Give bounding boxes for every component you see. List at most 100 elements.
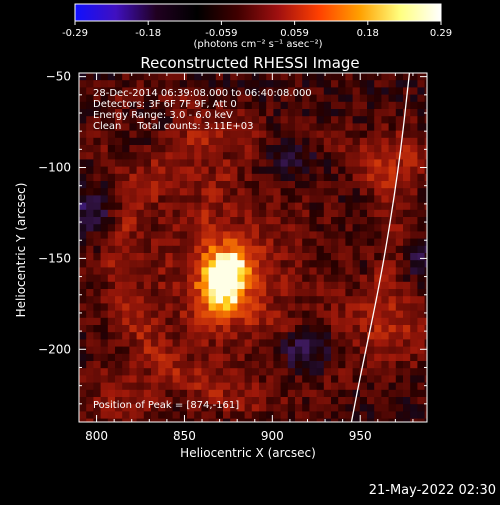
heatmap-cell [266,274,274,283]
heatmap-cell [223,375,231,383]
heatmap-cell [93,260,101,268]
heatmap-cell [244,80,253,88]
heatmap-cell [223,224,231,232]
heatmap-cell [403,217,411,225]
heatmap-cell [93,325,101,333]
heatmap-cell [259,217,267,225]
heatmap-cell [165,317,173,326]
heatmap-cell [215,310,224,319]
heatmap-cell [158,217,166,225]
heatmap-cell [107,217,116,225]
heatmap-cell [165,397,173,405]
heatmap-cell [273,346,281,355]
heatmap-cell [309,317,317,326]
heatmap-cell [395,361,404,369]
heatmap-cell [287,325,296,333]
heatmap-cell [208,202,217,211]
heatmap-cell [259,389,267,398]
heatmap-cell [266,116,274,124]
heatmap-cell [129,181,137,189]
colorbar-tick-label: 0.29 [430,28,452,39]
heatmap-cell [287,195,296,203]
heatmap-cell [388,188,397,196]
heatmap-cell [280,361,289,369]
heatmap-cell [266,353,274,362]
heatmap-cell [115,361,123,369]
info-energy-range: Energy Range: 3.0 - 6.0 keV [93,110,233,121]
heatmap-cell [244,332,253,340]
heatmap-cell [323,109,332,117]
heatmap-cell [345,109,353,117]
heatmap-cell [259,101,267,110]
heatmap-cell [381,80,389,88]
heatmap-cell [237,404,245,412]
heatmap-cell [259,368,267,376]
heatmap-cell [345,159,353,167]
heatmap-cell [215,411,224,419]
heatmap-cell [309,267,317,275]
heatmap-cell [208,361,217,369]
heatmap-cell [129,224,137,232]
heatmap-cell [208,317,217,326]
heatmap-cell [295,101,303,110]
heatmap-cell [79,166,87,175]
heatmap-cell [215,317,224,326]
heatmap-cell [172,109,181,117]
heatmap-cell [259,267,267,275]
heatmap-cell [338,202,346,211]
heatmap-cell [136,303,145,311]
heatmap-cell [79,159,87,167]
heatmap-cell [352,404,361,412]
heatmap-cell [187,224,195,232]
heatmap-cell [374,166,382,175]
heatmap-cell [223,404,231,412]
heatmap-cell [323,195,332,203]
heatmap-cell [259,137,267,146]
heatmap-cell [403,411,411,419]
heatmap-cell [295,231,303,239]
heatmap-cell [223,281,231,290]
heatmap-cell [388,80,397,88]
heatmap-cell [424,195,427,203]
heatmap-cell [367,166,375,175]
heatmap-cell [244,317,253,326]
heatmap-cell [158,332,166,340]
heatmap-cell [403,296,411,304]
heatmap-cell [208,260,217,268]
heatmap-cell [244,368,253,376]
heatmap-cell [179,109,188,117]
heatmap-cell [194,274,202,283]
heatmap-cell [208,368,217,376]
heatmap-cell [86,339,94,347]
heatmap-cell [93,339,101,347]
heatmap-cell [338,325,346,333]
heatmap-cell [302,73,310,81]
heatmap-cell [115,116,123,124]
heatmap-cell [223,87,231,95]
heatmap-cell [395,274,404,283]
heatmap-cell [244,109,253,117]
heatmap-cell [208,238,217,247]
heatmap-cell [251,181,260,189]
heatmap-cell [323,267,332,275]
heatmap-cell [417,94,425,103]
heatmap-cell [251,209,260,218]
heatmap-cell [395,310,404,319]
heatmap-cell [100,361,109,369]
heatmap-cell [338,368,346,376]
heatmap-cell [280,260,289,268]
heatmap-cell [251,289,260,297]
heatmap-cell [136,181,145,189]
heatmap-cell [208,123,217,131]
heatmap-cell [309,181,317,189]
heatmap-cell [93,361,101,369]
heatmap-cell [86,382,94,391]
heatmap-cell [345,303,353,311]
heatmap-cell [129,80,137,88]
heatmap-cell [323,123,332,131]
heatmap-cell [424,353,427,362]
heatmap-cell [187,181,195,189]
heatmap-cell [388,94,397,103]
heatmap-cell [151,389,159,398]
heatmap-cell [309,404,317,412]
